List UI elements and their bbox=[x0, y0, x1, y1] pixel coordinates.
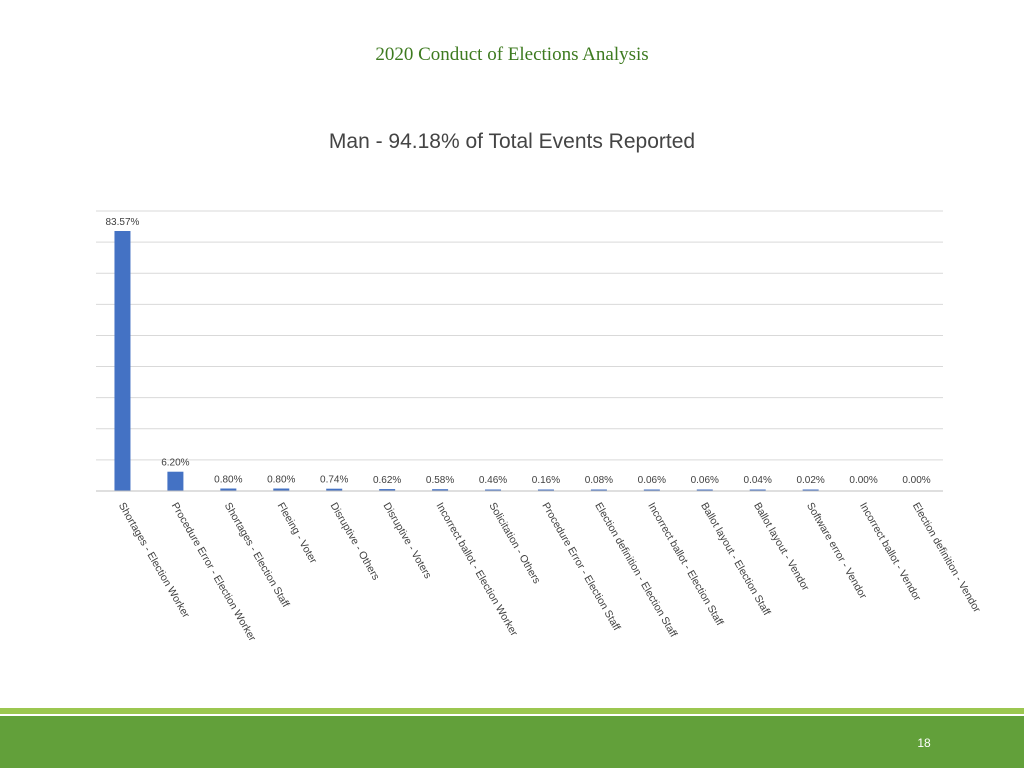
bar bbox=[379, 489, 396, 491]
data-label: 0.62% bbox=[373, 475, 401, 486]
bar bbox=[802, 489, 819, 491]
page-header-title: 2020 Conduct of Elections Analysis bbox=[375, 44, 649, 65]
data-label: 0.04% bbox=[744, 475, 772, 486]
x-tick-label: Solicitation - Others bbox=[486, 501, 542, 586]
bar bbox=[485, 489, 502, 491]
x-tick-label: Ballot layout - Vendor bbox=[751, 501, 812, 594]
gridlines bbox=[96, 210, 943, 461]
data-label: 0.80% bbox=[214, 475, 242, 486]
data-label: 0.74% bbox=[320, 475, 348, 486]
data-labels: 83.57% 6.20% 0.80% 0.80% 0.74% 0.62% 0.58% 0.46… bbox=[106, 217, 931, 486]
bar-chart: 83.57% 6.20% 0.80% 0.80% 0.74% 0.62% 0.58% 0.46… bbox=[96, 210, 983, 644]
data-label: 0.16% bbox=[532, 475, 560, 486]
bar bbox=[167, 471, 184, 491]
bar bbox=[432, 489, 449, 491]
data-label: 0.02% bbox=[796, 475, 824, 486]
footer-bar bbox=[0, 716, 1024, 768]
data-label: 0.58% bbox=[426, 475, 454, 486]
bar bbox=[643, 489, 660, 491]
bars bbox=[114, 231, 819, 491]
bar bbox=[590, 489, 607, 491]
x-tick-label: Fleeing - Voter bbox=[275, 501, 320, 567]
bar bbox=[326, 488, 343, 491]
page-number: 18 bbox=[917, 736, 931, 750]
bar bbox=[114, 231, 131, 491]
data-label: 0.08% bbox=[585, 475, 613, 486]
data-label: 83.57% bbox=[106, 217, 140, 228]
x-tick-label: Incorrect ballot - Vendor bbox=[857, 501, 923, 604]
x-tick-label: Disruptive - Voters bbox=[381, 501, 434, 581]
bar bbox=[749, 489, 766, 491]
bar bbox=[273, 488, 290, 491]
x-tick-label: Software error - Vendor bbox=[804, 501, 869, 602]
data-label: 0.46% bbox=[479, 475, 507, 486]
x-tick-label: Disruptive - Others bbox=[328, 501, 382, 583]
data-label: 0.00% bbox=[902, 475, 930, 486]
bar bbox=[696, 489, 713, 491]
bar bbox=[220, 488, 237, 491]
data-label: 0.06% bbox=[638, 475, 666, 486]
data-label: 6.20% bbox=[161, 458, 189, 469]
data-label: 0.06% bbox=[691, 475, 719, 486]
bar bbox=[537, 489, 554, 491]
chart-title: Man - 94.18% of Total Events Reported bbox=[328, 130, 696, 153]
data-label: 0.00% bbox=[849, 475, 877, 486]
footer-stripe bbox=[0, 708, 1024, 714]
data-label: 0.80% bbox=[267, 475, 295, 486]
